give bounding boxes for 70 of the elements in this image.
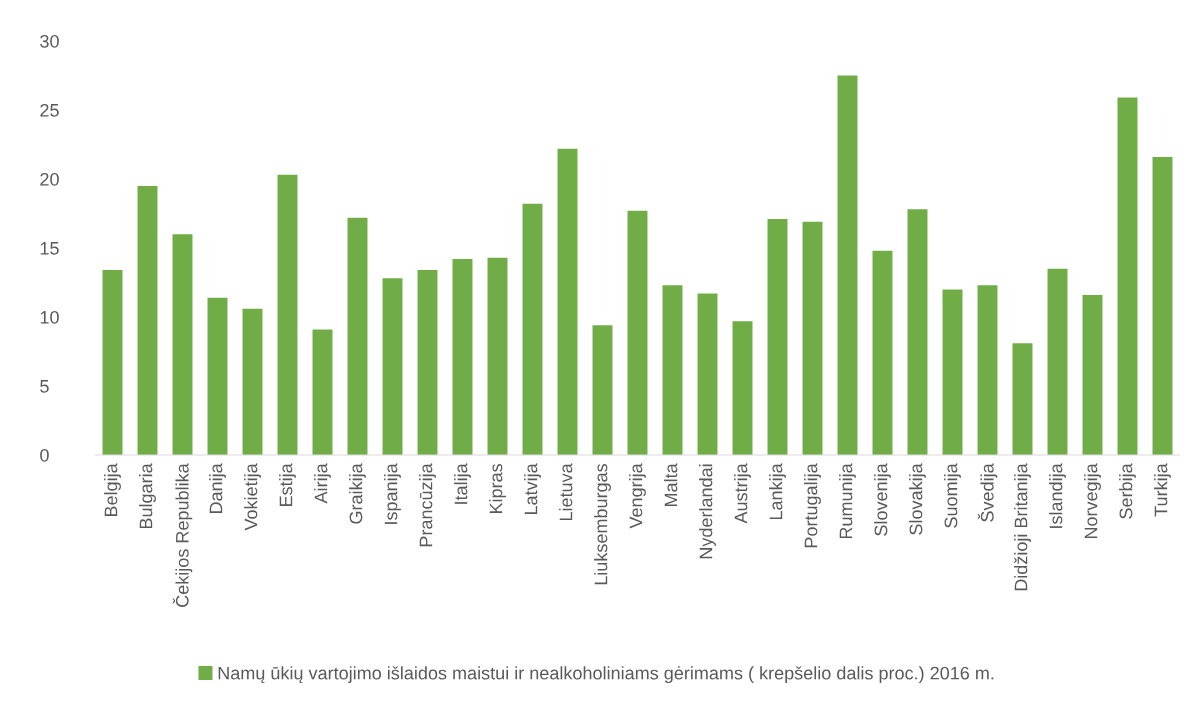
bar [767, 219, 788, 455]
bar [1082, 294, 1103, 455]
bar [347, 217, 368, 455]
bar [907, 209, 928, 455]
bar [872, 250, 893, 455]
bar [1047, 268, 1068, 455]
x-tick-label: Čekijos Republika [172, 463, 193, 607]
x-tick-label: Lietuva [559, 463, 573, 521]
x-tick-label: Nyderlandai [699, 464, 716, 559]
bar [802, 221, 823, 455]
bar [207, 297, 228, 455]
x-tick-label: Malta [664, 463, 678, 506]
bar [662, 285, 683, 455]
bar [312, 329, 333, 455]
legend-label: Namų ūkių vartojimo išlaidos maistui ir nealkoholiniams gėrimams ( krepšelio dalis proc.) 2016 m. [218, 666, 994, 684]
x-tick-label: Vengrija [629, 463, 646, 529]
x-tick-label: Belgija [104, 463, 121, 517]
x-tick-label: Latvija [524, 463, 541, 515]
x-tick-label: Bulgaria [139, 463, 156, 529]
bar [732, 321, 753, 455]
bar [277, 174, 298, 455]
x-tick-label: Slovenija [874, 463, 891, 536]
x-tick-label: Kipras [489, 463, 506, 514]
bar [627, 210, 648, 455]
y-tick-label: 0 [40, 448, 49, 462]
x-tick-label: Austrija [734, 463, 751, 524]
bar [102, 270, 123, 455]
x-tick-label: Ispanija [384, 463, 401, 524]
bar [487, 257, 508, 455]
bar [172, 234, 193, 455]
bar [592, 325, 613, 455]
y-tick-label: 10 [40, 310, 59, 324]
y-tick-label: 20 [40, 172, 59, 186]
bar [942, 289, 963, 455]
x-tick-label: Serbija [1119, 463, 1136, 519]
bar [837, 75, 858, 455]
bar [977, 285, 998, 455]
y-tick-label: 25 [40, 103, 59, 117]
x-tick-label: Suomija [944, 463, 961, 528]
y-tick-label: 15 [40, 242, 59, 255]
bar [1012, 343, 1033, 455]
x-tick-label: Prancūzija [419, 463, 436, 547]
x-tick-label: Estija [279, 463, 296, 506]
x-tick-label: Airija [314, 463, 331, 504]
x-tick-label: Rumunija [839, 463, 856, 539]
bar [137, 185, 158, 455]
x-tick-label: Norvegija [1084, 463, 1101, 539]
x-tick-label: Islandija [1049, 463, 1066, 528]
x-tick-label: Lankija [769, 463, 786, 520]
x-tick-label: Graikija [349, 463, 366, 524]
bar [452, 259, 473, 455]
bar [417, 270, 438, 455]
x-tick-label: Italija [454, 463, 471, 504]
bar [242, 308, 263, 455]
bar [1117, 97, 1138, 455]
bar [697, 293, 718, 455]
y-tick-label: 5 [40, 380, 49, 393]
x-tick-label: Danija [209, 463, 226, 514]
bar [557, 148, 578, 455]
x-tick-label: Portugalija [804, 463, 821, 548]
y-tick-label: 30 [40, 34, 59, 48]
x-tick-label: Švedija [977, 463, 998, 522]
x-tick-label: Turkija [1154, 463, 1171, 517]
bar [522, 203, 543, 455]
x-tick-label: Liuksemburgas [594, 463, 611, 585]
x-tick-label: Slovakija [909, 463, 926, 535]
bar [382, 278, 403, 455]
x-tick-label: Didžioji Britanija [1014, 463, 1031, 591]
bar [1152, 156, 1173, 455]
x-tick-label: Vokietija [244, 463, 261, 531]
